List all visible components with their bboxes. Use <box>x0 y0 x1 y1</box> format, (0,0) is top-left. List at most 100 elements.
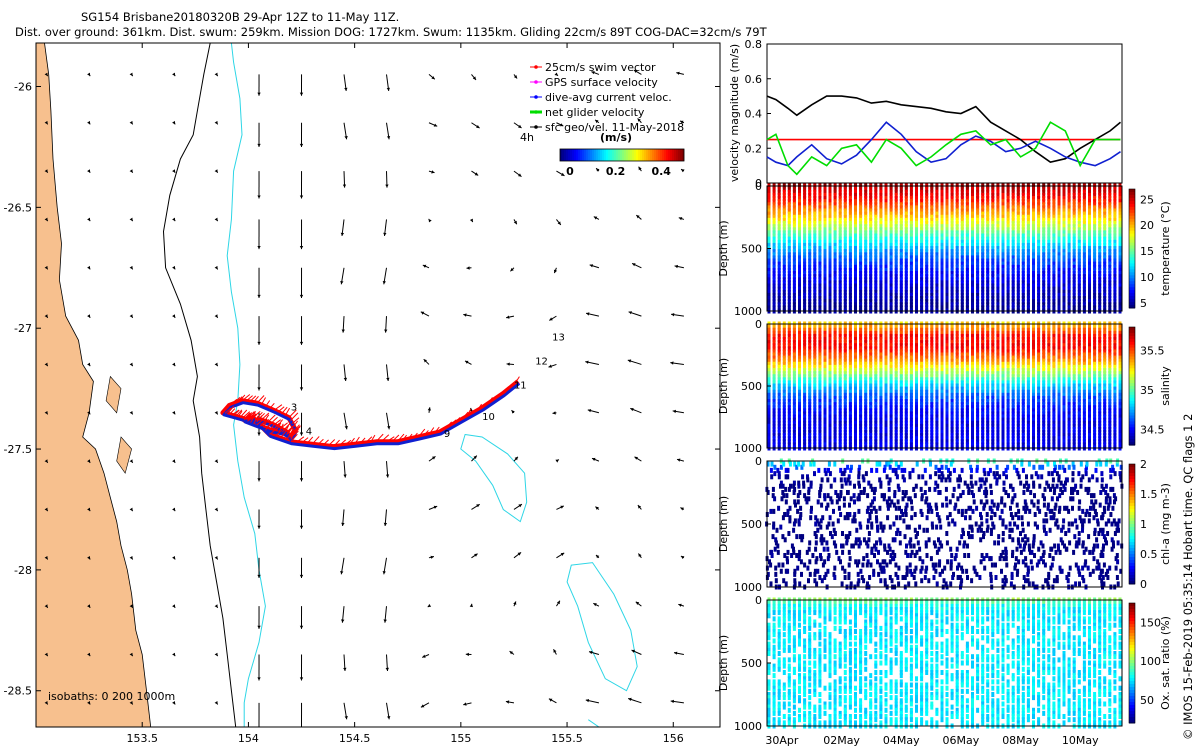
section-point <box>1062 196 1066 201</box>
current-arrow <box>340 267 345 285</box>
current-arrow <box>513 122 522 129</box>
section-point <box>787 202 791 208</box>
section-point <box>981 236 985 242</box>
section-point <box>767 374 771 380</box>
section-point <box>920 274 924 280</box>
section-point <box>1057 242 1061 248</box>
section-point <box>1098 267 1102 273</box>
section-point <box>879 255 883 261</box>
section-point <box>848 330 852 336</box>
section-point <box>1098 227 1102 233</box>
current-arrow <box>635 214 642 220</box>
section-point <box>940 383 944 389</box>
section-point <box>869 230 873 236</box>
section-point <box>879 392 883 398</box>
section-point <box>1118 255 1122 261</box>
section-point <box>772 258 776 264</box>
section-point <box>1082 286 1086 292</box>
section-point <box>909 224 913 230</box>
section-point <box>864 402 868 408</box>
section-point <box>843 343 847 349</box>
section-point <box>1113 299 1117 305</box>
section-point <box>965 433 969 439</box>
section-point <box>767 227 771 233</box>
section-point <box>965 267 969 273</box>
section-point <box>894 386 898 392</box>
section-point <box>930 252 934 258</box>
section-point <box>828 380 832 386</box>
section-point <box>940 299 944 305</box>
section-point <box>981 271 985 276</box>
section-point <box>767 408 771 414</box>
section-point <box>884 426 888 432</box>
section-point <box>1011 286 1015 292</box>
section-point <box>996 258 1000 264</box>
section-point <box>792 258 796 264</box>
section-point <box>792 249 796 255</box>
section-point <box>935 361 939 367</box>
section-point <box>915 271 918 276</box>
section-point <box>935 224 939 230</box>
section-point <box>965 399 969 404</box>
section-point <box>915 258 918 264</box>
section-point <box>767 389 771 395</box>
section-point <box>869 361 873 367</box>
swim-vector <box>449 419 457 427</box>
section-point <box>1113 217 1117 223</box>
section-point <box>971 186 974 192</box>
section-point <box>884 280 888 286</box>
section-point <box>889 389 893 395</box>
section-point <box>899 224 903 230</box>
section-point <box>782 374 786 380</box>
section-point <box>874 242 878 248</box>
velocity-series-glider <box>766 121 1121 176</box>
section-point <box>945 217 949 223</box>
swim-vector <box>338 439 347 447</box>
section-point <box>879 264 883 270</box>
section-point <box>803 258 807 264</box>
section-point <box>1042 267 1046 273</box>
section-point <box>940 192 944 198</box>
section-point <box>848 333 852 339</box>
swim-vector <box>250 410 256 419</box>
section-point <box>813 411 817 417</box>
section-point <box>986 186 990 192</box>
section-point <box>915 305 918 311</box>
section-point <box>899 343 903 349</box>
section-point <box>828 258 832 264</box>
seamount-contour <box>460 433 528 523</box>
section-point <box>772 289 776 295</box>
section-point <box>1098 305 1102 311</box>
section-point <box>1108 205 1112 211</box>
section-point <box>787 371 791 377</box>
section-point <box>920 252 924 258</box>
section-point <box>1118 205 1122 211</box>
section-point <box>1042 283 1046 289</box>
section-point <box>843 377 847 383</box>
section-point <box>772 236 776 242</box>
section-point <box>925 274 929 280</box>
section-point <box>879 236 883 242</box>
current-arrow <box>172 362 176 367</box>
current-arrow <box>340 557 345 575</box>
section-point <box>950 327 954 333</box>
current-arrow <box>428 122 438 127</box>
section-point <box>1113 236 1117 242</box>
section-point <box>930 286 934 292</box>
section-point <box>991 189 995 195</box>
section-point <box>909 255 913 261</box>
section-point <box>838 442 842 448</box>
section-point <box>792 411 796 417</box>
current-arrow <box>427 603 432 608</box>
section-point <box>925 327 929 333</box>
section-point <box>854 261 857 267</box>
section-point <box>798 274 801 280</box>
section-point <box>1016 211 1020 217</box>
section-point <box>1047 227 1051 233</box>
current-arrow <box>676 71 685 75</box>
section-point <box>792 299 796 305</box>
section-point <box>818 214 822 220</box>
section-point <box>833 330 837 336</box>
section-point <box>848 395 852 401</box>
section-point <box>889 302 893 308</box>
